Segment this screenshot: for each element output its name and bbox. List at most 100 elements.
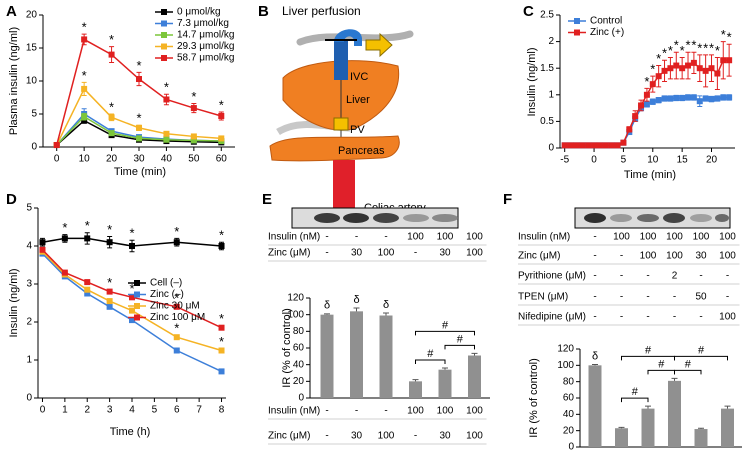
x-tick-label: 30 bbox=[133, 154, 145, 165]
y-axis-label: Insulin (ng/ml) bbox=[526, 47, 538, 116]
condition-value: - bbox=[325, 232, 328, 243]
condition-value: - bbox=[325, 406, 328, 417]
y-tick-label: 4 bbox=[26, 241, 32, 252]
data-point bbox=[690, 94, 697, 101]
x-tick-label: 50 bbox=[188, 154, 200, 165]
data-point bbox=[136, 124, 142, 131]
data-point bbox=[218, 243, 225, 249]
legend-marker bbox=[161, 55, 167, 61]
condition-value: 30 bbox=[695, 251, 707, 262]
x-tick-label: 5 bbox=[621, 155, 627, 166]
y-axis-label: Insulin (ng/ml) bbox=[8, 268, 20, 337]
data-point bbox=[649, 98, 656, 105]
condition-value: - bbox=[646, 292, 649, 303]
condition-value: 100 bbox=[719, 312, 736, 323]
x-tick-label: 0 bbox=[54, 154, 60, 165]
bar-label: δ bbox=[383, 299, 389, 311]
significance-mark: * bbox=[62, 220, 67, 235]
condition-value: 100 bbox=[666, 232, 683, 243]
data-point bbox=[218, 135, 225, 142]
x-axis-label: Time (h) bbox=[110, 426, 151, 438]
legend-label: 0 μmol/kg bbox=[177, 7, 221, 18]
panel-letter: D bbox=[6, 191, 17, 208]
comparison-label: # bbox=[698, 344, 705, 356]
data-point bbox=[643, 101, 650, 108]
significance-mark: * bbox=[656, 51, 661, 66]
bar-label: δ bbox=[353, 294, 359, 306]
condition-value: - bbox=[355, 406, 358, 417]
condition-value: 100 bbox=[407, 232, 424, 243]
legend-label: Cell (–) bbox=[150, 278, 182, 289]
error-bar bbox=[353, 307, 360, 312]
significance-mark: * bbox=[685, 38, 690, 53]
condition-value: 100 bbox=[466, 232, 483, 243]
error-bar bbox=[618, 426, 625, 429]
data-point bbox=[708, 96, 715, 103]
comparison-label: # bbox=[427, 348, 434, 360]
data-point bbox=[679, 94, 686, 101]
data-point bbox=[720, 94, 727, 101]
x-tick-label: 15 bbox=[677, 155, 689, 166]
y-tick-label: 0 bbox=[26, 393, 32, 404]
legend-label: 58.7 μmol/kg bbox=[177, 53, 234, 64]
x-tick-label: 8 bbox=[219, 405, 225, 416]
condition-value: - bbox=[699, 312, 702, 323]
data-point bbox=[84, 286, 91, 293]
data-point bbox=[626, 126, 633, 133]
significance-mark: * bbox=[82, 68, 87, 83]
y-tick-label: 20 bbox=[563, 425, 575, 436]
condition-value: 100 bbox=[719, 232, 736, 243]
legend-marker bbox=[161, 43, 167, 50]
condition-value: 30 bbox=[351, 248, 363, 259]
data-point bbox=[106, 303, 113, 310]
y-tick-label: 5 bbox=[31, 109, 37, 120]
diagram-label: PV bbox=[350, 124, 365, 136]
data-point bbox=[596, 142, 603, 149]
condition-label: Insulin (nM) bbox=[268, 406, 320, 417]
comparison-label: # bbox=[658, 358, 665, 370]
data-point bbox=[655, 73, 662, 80]
x-tick-label: 10 bbox=[647, 155, 659, 166]
condition-value: 50 bbox=[695, 292, 707, 303]
data-point bbox=[53, 142, 60, 149]
condition-label: Zinc (μM) bbox=[268, 248, 310, 259]
data-point bbox=[218, 324, 225, 331]
data-point bbox=[163, 96, 170, 103]
legend-marker bbox=[574, 29, 580, 36]
y-tick-label: 2.5 bbox=[540, 10, 554, 21]
data-point bbox=[714, 95, 721, 102]
data-point bbox=[702, 95, 709, 102]
condition-value: 100 bbox=[693, 232, 710, 243]
condition-value: - bbox=[593, 232, 596, 243]
y-tick-label: 20 bbox=[26, 10, 38, 21]
x-tick-label: 10 bbox=[79, 154, 91, 165]
legend-label: 14.7 μmol/kg bbox=[177, 30, 234, 41]
diagram-label: IVC bbox=[350, 71, 368, 83]
condition-value: - bbox=[620, 312, 623, 323]
condition-value: - bbox=[384, 232, 387, 243]
bar bbox=[350, 311, 363, 398]
data-point bbox=[696, 98, 703, 105]
data-point bbox=[714, 70, 721, 77]
data-point bbox=[726, 94, 733, 101]
significance-mark: * bbox=[650, 62, 655, 77]
y-tick-label: 0.5 bbox=[540, 116, 554, 127]
x-tick-label: 4 bbox=[129, 405, 135, 416]
condition-value: 100 bbox=[466, 406, 483, 417]
pv-cannula bbox=[333, 117, 349, 131]
condition-value: - bbox=[325, 431, 328, 442]
legend-marker bbox=[134, 314, 140, 321]
significance-mark: * bbox=[219, 97, 224, 112]
condition-value: 100 bbox=[378, 248, 395, 259]
data-point bbox=[702, 67, 709, 74]
data-point bbox=[638, 102, 645, 109]
y-tick-label: 10 bbox=[26, 76, 38, 87]
y-axis-label: IR (% of control) bbox=[281, 308, 293, 387]
condition-value: - bbox=[593, 271, 596, 282]
data-point bbox=[218, 368, 225, 375]
western-blot bbox=[291, 207, 459, 229]
condition-value: 100 bbox=[378, 431, 395, 442]
western-blot bbox=[574, 207, 731, 229]
data-point bbox=[136, 76, 142, 83]
data-point bbox=[661, 67, 668, 74]
